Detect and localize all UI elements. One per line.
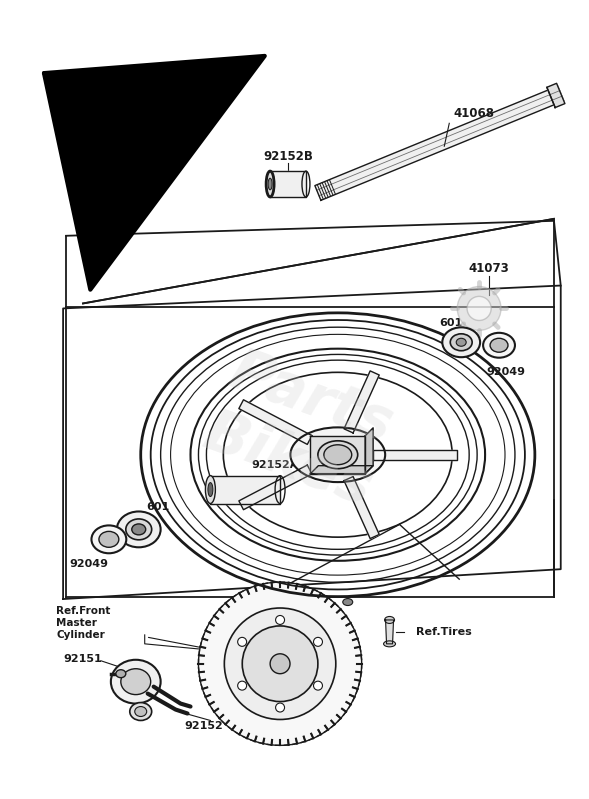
- Ellipse shape: [99, 531, 119, 547]
- Ellipse shape: [238, 638, 247, 646]
- Text: 601: 601: [439, 318, 463, 328]
- Polygon shape: [270, 171, 306, 197]
- Ellipse shape: [324, 445, 352, 465]
- Ellipse shape: [126, 519, 152, 540]
- Ellipse shape: [121, 669, 151, 694]
- Ellipse shape: [116, 670, 126, 678]
- Ellipse shape: [224, 608, 336, 719]
- Ellipse shape: [208, 483, 213, 496]
- Text: 41068: 41068: [454, 107, 495, 120]
- Ellipse shape: [276, 615, 284, 625]
- Ellipse shape: [242, 626, 318, 702]
- Text: Ref.Tires: Ref.Tires: [416, 627, 472, 637]
- Ellipse shape: [111, 660, 161, 704]
- Ellipse shape: [91, 526, 126, 553]
- Polygon shape: [386, 620, 393, 644]
- Polygon shape: [373, 450, 457, 459]
- Ellipse shape: [313, 682, 322, 690]
- Ellipse shape: [385, 617, 395, 623]
- Ellipse shape: [270, 654, 290, 674]
- Ellipse shape: [238, 682, 247, 690]
- Text: 41073: 41073: [469, 262, 509, 275]
- Text: Ref.Front: Ref.Front: [56, 606, 111, 616]
- Polygon shape: [239, 400, 312, 444]
- Ellipse shape: [490, 338, 508, 352]
- Ellipse shape: [318, 441, 358, 469]
- Polygon shape: [547, 83, 565, 108]
- Text: 92049: 92049: [487, 367, 525, 377]
- Polygon shape: [239, 465, 312, 510]
- Ellipse shape: [130, 702, 152, 721]
- Text: Parts
Bikes: Parts Bikes: [196, 342, 403, 518]
- Ellipse shape: [457, 287, 501, 330]
- Ellipse shape: [135, 706, 147, 717]
- Polygon shape: [344, 371, 379, 433]
- Text: Master: Master: [56, 618, 97, 628]
- Polygon shape: [310, 466, 373, 474]
- Text: 92152: 92152: [184, 721, 223, 731]
- Text: 92152B: 92152B: [263, 149, 313, 163]
- Ellipse shape: [383, 641, 396, 647]
- Text: 92151: 92151: [64, 654, 102, 664]
- Polygon shape: [344, 476, 379, 539]
- Ellipse shape: [276, 703, 284, 712]
- Ellipse shape: [198, 582, 362, 745]
- Text: 92152A: 92152A: [252, 459, 299, 470]
- Polygon shape: [365, 428, 373, 474]
- Ellipse shape: [206, 475, 216, 503]
- Text: 92049: 92049: [70, 559, 108, 569]
- Ellipse shape: [442, 328, 480, 357]
- Ellipse shape: [266, 171, 274, 197]
- Polygon shape: [310, 435, 365, 474]
- Ellipse shape: [268, 178, 272, 190]
- Ellipse shape: [313, 638, 322, 646]
- Ellipse shape: [343, 598, 353, 606]
- Polygon shape: [315, 86, 564, 201]
- Ellipse shape: [117, 511, 161, 547]
- Polygon shape: [210, 475, 280, 503]
- Ellipse shape: [456, 338, 466, 346]
- Ellipse shape: [290, 427, 385, 482]
- Ellipse shape: [483, 333, 515, 358]
- Text: Cylinder: Cylinder: [56, 630, 105, 640]
- Text: 601: 601: [146, 503, 169, 512]
- Ellipse shape: [467, 296, 491, 320]
- Ellipse shape: [132, 524, 145, 535]
- Ellipse shape: [450, 334, 472, 351]
